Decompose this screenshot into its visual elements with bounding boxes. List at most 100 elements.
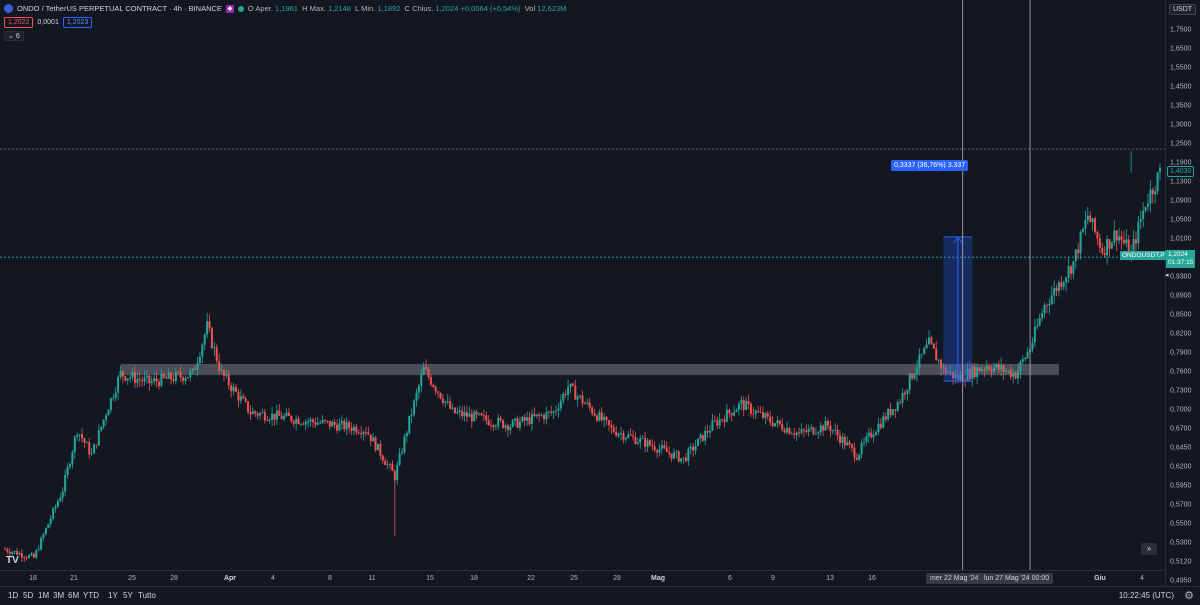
time-axis[interactable]: mer 22 Mag '24 08:00 lun 27 Mag '24 00:0… xyxy=(0,570,1165,587)
candle-body xyxy=(648,440,651,446)
candle-body xyxy=(586,402,589,404)
candle-body xyxy=(971,366,974,379)
price-tick-label: 1,7500 xyxy=(1170,26,1192,34)
candle-body xyxy=(165,377,168,379)
candle-body xyxy=(896,402,899,411)
candle-body xyxy=(261,412,264,414)
candle-body xyxy=(456,411,459,414)
candle-body xyxy=(644,437,647,447)
range-button-1d[interactable]: 1D xyxy=(8,591,19,600)
candle-body xyxy=(340,420,343,424)
price-axis[interactable]: USDT 1,7500 1,6500 1,5500 1,4500 1,3500 1,300… xyxy=(1120,0,1200,586)
candle-body xyxy=(256,413,259,416)
candle-body xyxy=(422,367,425,375)
gear-icon[interactable]: ⚙ xyxy=(1184,590,1194,602)
symbol-title[interactable]: ONDO / TetherUS PERPETUAL CONTRACT · 4h … xyxy=(17,4,222,13)
range-button-5d[interactable]: 5D xyxy=(23,591,34,600)
candle-body xyxy=(716,420,719,426)
candle-body xyxy=(254,411,257,414)
candle-body xyxy=(682,457,685,459)
range-button-6m[interactable]: 6M xyxy=(68,591,80,600)
candle-body xyxy=(552,411,555,413)
price-tick-label: 1,0900 xyxy=(1170,197,1192,205)
time-tick-label: 28 xyxy=(613,575,621,582)
candle-body xyxy=(1033,326,1036,343)
candle-body xyxy=(480,413,483,416)
range-button-tutto[interactable]: Tutto xyxy=(138,591,156,600)
indicators-collapse-toggle[interactable]: ⌄ 6 xyxy=(4,31,24,41)
candle-body xyxy=(1146,203,1149,207)
candle-body xyxy=(186,376,189,379)
candle-body xyxy=(538,414,541,416)
candle-body xyxy=(701,434,704,441)
chart-canvas[interactable] xyxy=(0,0,1165,570)
candle-body xyxy=(740,400,743,404)
candle-body xyxy=(312,419,314,423)
candle-body xyxy=(1036,325,1039,327)
candle-body xyxy=(1110,242,1113,249)
candle-body xyxy=(1060,282,1063,287)
candle-body xyxy=(249,412,252,415)
range-button-1y[interactable]: 1Y xyxy=(108,591,118,600)
range-button-1m[interactable]: 1M xyxy=(38,591,50,600)
candle-body xyxy=(530,413,533,425)
candle-body xyxy=(446,401,449,403)
candle-body xyxy=(401,452,404,454)
candle-body xyxy=(752,413,755,415)
price-tick-label: 0,8900 xyxy=(1170,292,1192,300)
candle-body xyxy=(478,413,481,415)
candle-body xyxy=(463,412,466,417)
measure-tool-label[interactable]: 0,3337 (36,76%) 3.337 xyxy=(891,160,969,171)
price-tick-label: 0,7900 xyxy=(1170,349,1192,357)
candle-body xyxy=(468,413,471,417)
candle-body xyxy=(360,432,363,435)
candle-body xyxy=(66,467,69,476)
utc-clock[interactable]: 10:22:45 (UTC) xyxy=(1118,591,1174,600)
tradingview-logo[interactable]: TV xyxy=(6,555,19,566)
candle-body xyxy=(831,430,834,432)
candle-body xyxy=(980,369,983,371)
candle-body xyxy=(150,381,153,384)
candle-body xyxy=(930,337,933,344)
candle-body xyxy=(925,344,928,349)
candle-body xyxy=(863,441,866,443)
currency-selector[interactable]: USDT xyxy=(1169,4,1197,15)
candle-body xyxy=(1139,219,1142,222)
candle-body xyxy=(547,411,550,413)
price-tick-label: 0,5700 xyxy=(1170,501,1192,509)
candle-body xyxy=(521,416,524,422)
candle-body xyxy=(1089,215,1092,223)
candlestick-chart[interactable] xyxy=(0,0,1165,570)
candle-body xyxy=(790,433,793,435)
candle-body xyxy=(973,366,976,377)
candle-body xyxy=(1021,359,1024,362)
candle-body xyxy=(71,452,74,465)
range-button-5y[interactable]: 5Y xyxy=(123,591,133,600)
candle-body xyxy=(632,435,635,437)
candle-body xyxy=(201,344,204,357)
candle-body xyxy=(59,497,62,502)
current-price-tag[interactable]: ONDOUSDT.P xyxy=(1120,251,1167,261)
candle-body xyxy=(1062,282,1065,287)
candle-body xyxy=(1113,230,1116,243)
buy-price-box[interactable]: 1,2023 xyxy=(62,17,93,28)
candle-body xyxy=(331,421,334,427)
candle-body xyxy=(244,398,247,402)
flag-icon[interactable]: ◆ xyxy=(225,4,234,13)
candle-body xyxy=(1012,372,1015,377)
sell-price-box[interactable]: 1,2022 xyxy=(4,17,34,28)
candle-body xyxy=(675,451,678,453)
candle-body xyxy=(1132,239,1135,251)
candle-body xyxy=(179,372,182,378)
price-tick-label: 0,8500 xyxy=(1170,311,1192,319)
scroll-to-realtime-button[interactable]: » xyxy=(1141,543,1157,555)
range-button-3m[interactable]: 3M xyxy=(53,591,65,600)
candle-body xyxy=(694,445,697,451)
time-tick-label: 25 xyxy=(570,575,578,582)
price-tick-label: 0,7600 xyxy=(1170,368,1192,376)
candle-body xyxy=(138,378,141,381)
range-button-ytd[interactable]: YTD xyxy=(83,591,99,600)
candle-body xyxy=(988,366,991,370)
candle-body xyxy=(564,393,567,395)
candle-body xyxy=(172,379,175,381)
